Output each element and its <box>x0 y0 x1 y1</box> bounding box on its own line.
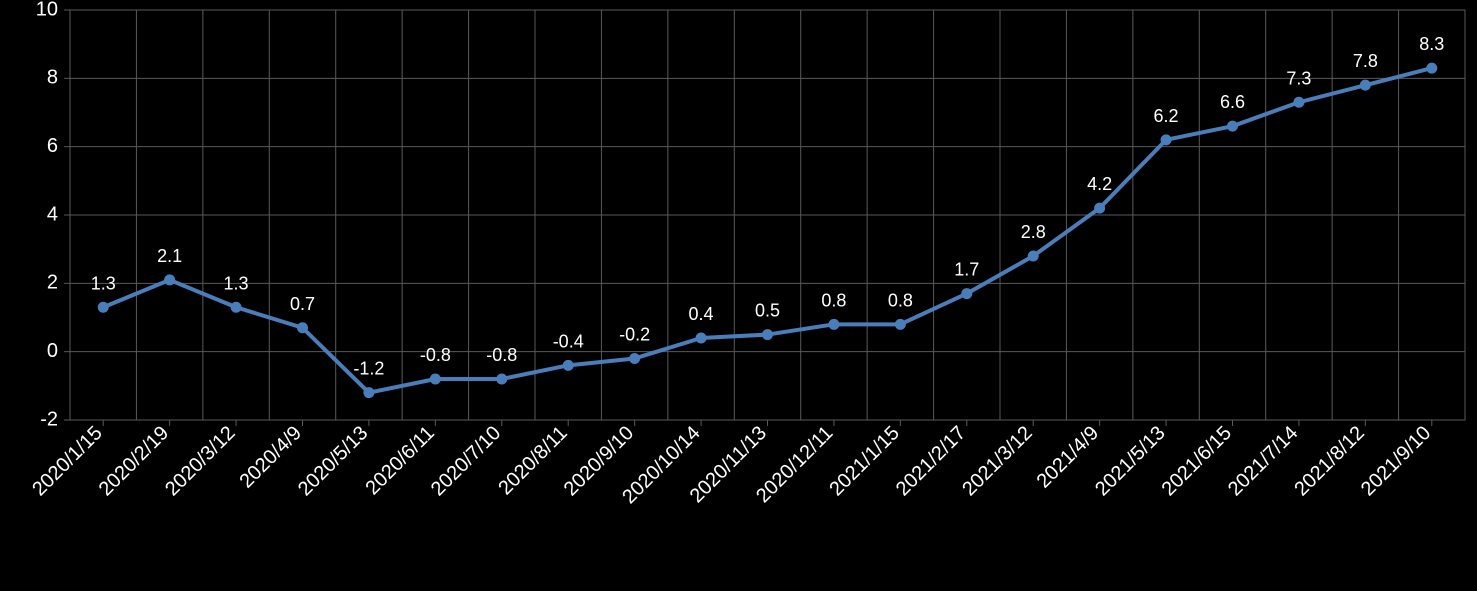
data-marker <box>1028 251 1038 261</box>
chart-svg: -202468102020/1/152020/2/192020/3/122020… <box>0 0 1477 591</box>
data-label: -0.8 <box>420 345 451 365</box>
data-label: 6.2 <box>1154 106 1179 126</box>
data-label: 0.4 <box>689 304 714 324</box>
data-marker <box>962 289 972 299</box>
data-label: 7.3 <box>1286 68 1311 88</box>
data-label: 2.8 <box>1021 222 1046 242</box>
data-label: 7.8 <box>1353 51 1378 71</box>
ytick-label: 2 <box>47 272 58 294</box>
ytick-label: 10 <box>36 0 58 20</box>
data-label: 6.6 <box>1220 92 1245 112</box>
data-label: -0.2 <box>619 325 650 345</box>
data-label: -1.2 <box>353 359 384 379</box>
ytick-label: -2 <box>40 408 58 430</box>
ytick-label: 6 <box>47 135 58 157</box>
data-label: 0.5 <box>755 301 780 321</box>
data-marker <box>630 354 640 364</box>
data-marker <box>165 275 175 285</box>
data-marker <box>1427 63 1437 73</box>
ytick-label: 0 <box>47 340 58 362</box>
line-chart: -202468102020/1/152020/2/192020/3/122020… <box>0 0 1477 591</box>
data-marker <box>364 388 374 398</box>
data-marker <box>1360 80 1370 90</box>
data-marker <box>430 374 440 384</box>
data-label: 0.7 <box>290 294 315 314</box>
data-label: 1.3 <box>224 273 249 293</box>
ytick-label: 4 <box>47 203 58 225</box>
data-marker <box>895 319 905 329</box>
data-marker <box>763 330 773 340</box>
data-marker <box>1228 121 1238 131</box>
data-marker <box>1161 135 1171 145</box>
data-marker <box>231 302 241 312</box>
data-marker <box>563 360 573 370</box>
data-marker <box>1095 203 1105 213</box>
data-marker <box>696 333 706 343</box>
data-label: 0.8 <box>888 290 913 310</box>
data-marker <box>98 302 108 312</box>
data-label: 0.8 <box>821 290 846 310</box>
data-label: -0.4 <box>553 331 584 351</box>
data-marker <box>1294 97 1304 107</box>
data-marker <box>829 319 839 329</box>
data-label: 8.3 <box>1419 34 1444 54</box>
data-label: 1.7 <box>954 260 979 280</box>
data-label: 2.1 <box>157 246 182 266</box>
ytick-label: 8 <box>47 67 58 89</box>
data-label: 1.3 <box>91 273 116 293</box>
data-label: 4.2 <box>1087 174 1112 194</box>
data-marker <box>298 323 308 333</box>
data-label: -0.8 <box>486 345 517 365</box>
data-marker <box>497 374 507 384</box>
